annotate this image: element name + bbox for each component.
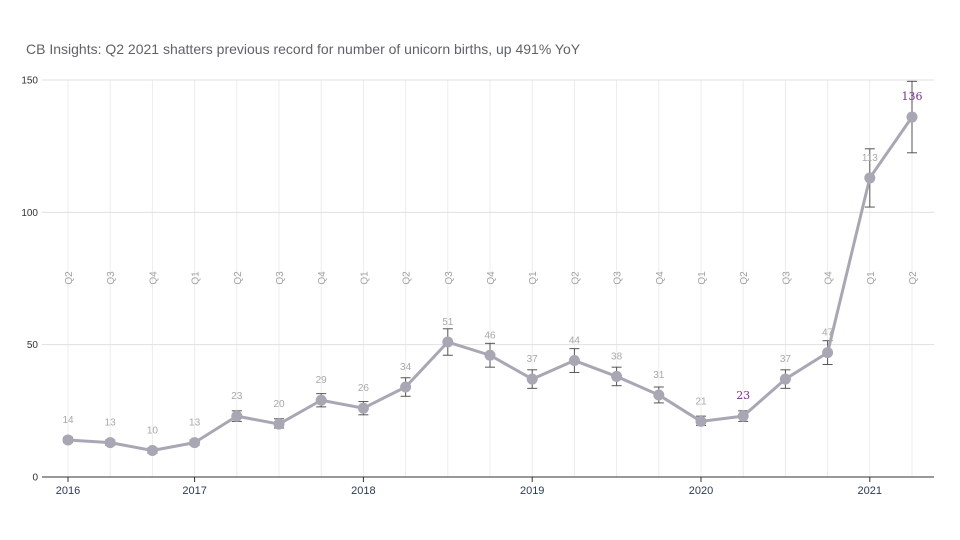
quarter-label: Q2 xyxy=(233,271,244,285)
x-tick-label: 2017 xyxy=(182,485,206,497)
x-tick-label: 2020 xyxy=(689,485,713,497)
data-point xyxy=(906,111,918,123)
data-point xyxy=(146,445,158,457)
x-tick-label: 2018 xyxy=(351,485,375,497)
data-label: 51 xyxy=(442,317,454,328)
quarter-label: Q1 xyxy=(528,271,539,285)
data-label: 13 xyxy=(105,418,117,429)
data-label: 34 xyxy=(400,362,412,373)
data-label: 136 xyxy=(902,90,923,103)
quarter-label: Q4 xyxy=(824,271,835,285)
x-tick-label: 2016 xyxy=(56,485,80,497)
data-label: 20 xyxy=(273,399,285,410)
quarter-label: Q3 xyxy=(275,271,286,285)
data-label: 14 xyxy=(62,415,74,426)
data-label: 10 xyxy=(147,426,159,437)
x-tick-label: 2019 xyxy=(520,485,544,497)
quarter-label: Q1 xyxy=(191,271,202,285)
data-point xyxy=(526,373,538,385)
data-label: 23 xyxy=(231,391,243,402)
data-point xyxy=(104,437,116,449)
quarter-label: Q3 xyxy=(106,271,117,285)
data-label: 38 xyxy=(611,351,623,362)
data-point xyxy=(442,336,454,348)
data-point xyxy=(568,355,580,367)
quarter-label: Q3 xyxy=(444,271,455,285)
quarter-label: Q3 xyxy=(613,271,624,285)
data-point xyxy=(62,434,74,446)
data-point xyxy=(400,381,412,393)
data-point xyxy=(864,172,876,184)
data-label: 44 xyxy=(569,336,581,347)
data-label: 13 xyxy=(189,418,201,429)
data-point xyxy=(315,394,327,406)
quarter-label: Q1 xyxy=(359,271,370,285)
y-tick-label: 0 xyxy=(32,473,38,484)
data-labels: 14 13 10 13 23 20 29 26 34 51 46 37 44 38 31 21 23 37 47 11… xyxy=(62,90,922,436)
data-label: 46 xyxy=(484,330,496,341)
data-point xyxy=(231,410,243,422)
quarter-label: Q4 xyxy=(655,271,666,285)
x-tick-label: 2021 xyxy=(858,485,882,497)
quarter-label: Q3 xyxy=(781,271,792,285)
data-point xyxy=(822,347,834,359)
quarter-label: Q2 xyxy=(64,271,75,285)
data-label: 31 xyxy=(653,370,665,381)
chart-title: CB Insights: Q2 2021 shatters previous r… xyxy=(26,41,581,57)
data-point xyxy=(484,349,496,361)
quarter-label: Q2 xyxy=(739,271,750,285)
data-points xyxy=(62,111,918,457)
x-axis: 2016 2017 2018 2019 2020 2021 xyxy=(42,476,934,497)
data-point xyxy=(737,410,749,422)
data-point xyxy=(695,415,707,427)
data-point xyxy=(273,418,285,430)
data-label: 29 xyxy=(316,375,328,386)
quarter-label: Q2 xyxy=(570,271,581,285)
data-label: 23 xyxy=(736,389,750,402)
quarter-label: Q4 xyxy=(148,271,159,285)
y-tick-label: 150 xyxy=(21,76,38,87)
quarter-label: Q2 xyxy=(402,271,413,285)
data-point xyxy=(611,370,623,382)
data-label: 47 xyxy=(822,328,834,339)
quarter-label: Q1 xyxy=(866,271,877,285)
data-point xyxy=(357,402,369,414)
y-axis-ticks: 0 50 100 150 xyxy=(21,76,38,484)
y-tick-label: 100 xyxy=(21,208,38,219)
quarter-labels: Q2 Q3 Q4 Q1 Q2 Q3 Q4 Q1 Q2 Q3 Q4 Q1 Q2 Q3 Q4 Q1 Q2 Q3 Q4 Q1… xyxy=(64,271,919,285)
data-point xyxy=(189,437,201,449)
data-label: 37 xyxy=(780,354,792,365)
data-point xyxy=(779,373,791,385)
y-tick-label: 50 xyxy=(27,340,39,351)
quarter-label: Q1 xyxy=(697,271,708,285)
data-label: 113 xyxy=(862,153,878,164)
data-label: 26 xyxy=(358,383,370,394)
data-label: 37 xyxy=(527,354,539,365)
data-point xyxy=(653,389,665,401)
quarter-label: Q4 xyxy=(486,271,497,285)
quarter-label: Q2 xyxy=(908,271,919,285)
quarter-label: Q4 xyxy=(317,271,328,285)
data-label: 21 xyxy=(695,396,707,407)
